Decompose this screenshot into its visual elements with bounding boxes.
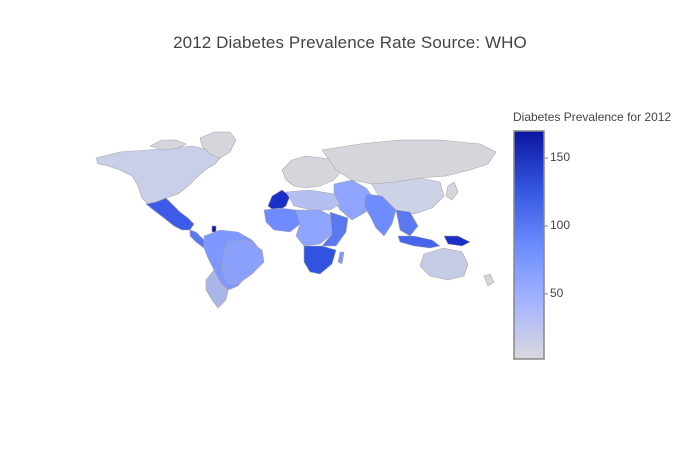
brazil-region[interactable]	[221, 239, 265, 285]
mexico-region[interactable]	[145, 197, 195, 231]
indonesia-region[interactable]	[397, 235, 441, 249]
southeast-asia-region[interactable]	[395, 209, 419, 237]
canada-arctic-islands[interactable]	[149, 139, 187, 151]
southern-africa-region[interactable]	[303, 245, 337, 275]
colorbar-tick-label: 100	[550, 218, 571, 232]
north-africa-region[interactable]	[285, 189, 341, 211]
europe-region[interactable]	[281, 155, 343, 189]
russia-region[interactable]	[321, 139, 497, 185]
papua-new-guinea-region[interactable]	[443, 235, 471, 247]
south-asia-region[interactable]	[363, 193, 397, 237]
colorbar-title: Diabetes Prevalence for 2012	[513, 110, 672, 124]
morocco-region[interactable]	[267, 189, 291, 213]
east-africa-region[interactable]	[321, 211, 349, 247]
madagascar-region[interactable]	[337, 251, 345, 265]
greenland[interactable]	[199, 131, 237, 159]
map-title: 2012 Diabetes Prevalence Rate Source: WH…	[173, 33, 527, 52]
japan-region[interactable]	[445, 181, 459, 201]
north-america-region[interactable]	[95, 145, 223, 205]
colorbar-tick-label: 150	[550, 150, 571, 165]
new-zealand-region[interactable]	[483, 273, 495, 287]
south-america-south-region[interactable]	[205, 269, 229, 309]
australia-region[interactable]	[419, 247, 469, 281]
colorbar-tick-label: 50	[550, 285, 564, 300]
central-africa-region[interactable]	[295, 209, 337, 247]
west-africa-region[interactable]	[263, 207, 301, 233]
caribbean-region[interactable]	[211, 225, 217, 233]
